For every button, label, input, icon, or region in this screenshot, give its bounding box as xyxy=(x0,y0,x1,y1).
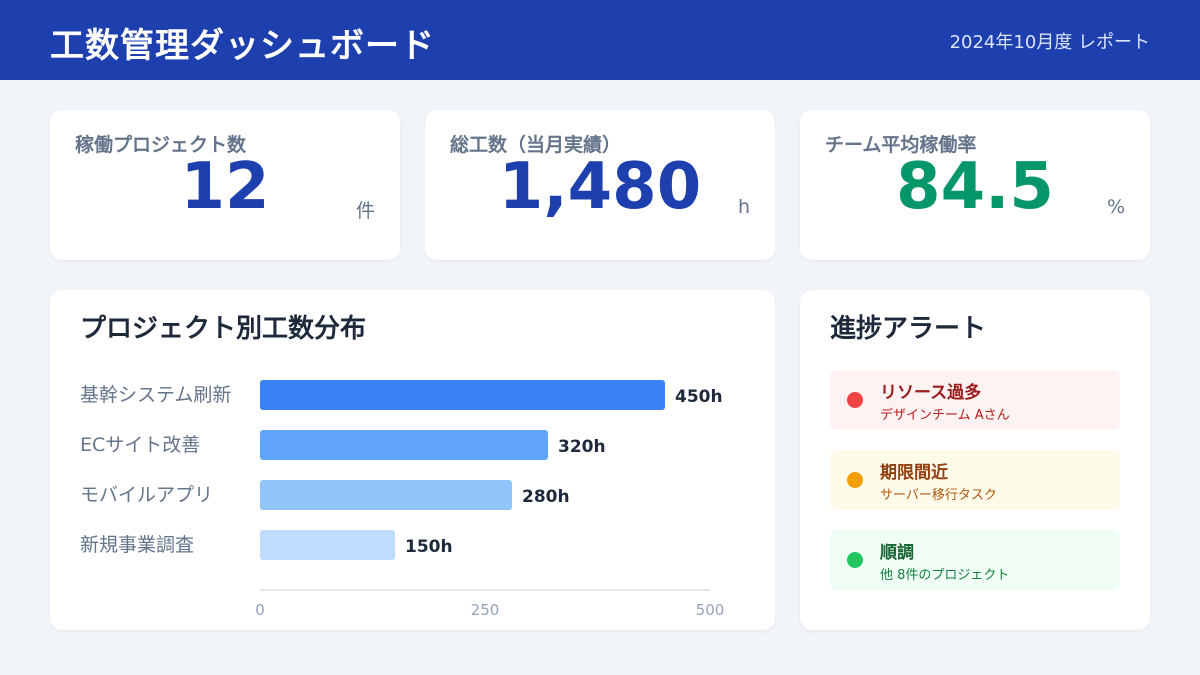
bar-2 xyxy=(260,480,512,510)
alert-title: 順調 xyxy=(880,543,914,563)
kpi-value: 84.5 xyxy=(896,150,1054,224)
x-tick-label: 500 xyxy=(696,601,725,619)
alert-detail: サーバー移行タスク xyxy=(880,488,997,503)
data-label: 320h xyxy=(558,437,606,457)
kpi-unit: % xyxy=(1106,196,1125,218)
x-tick-label: 0 xyxy=(255,601,265,619)
category-label: ECサイト改善 xyxy=(80,434,200,456)
kpi-label: 稼働プロジェクト数 xyxy=(75,134,247,156)
project-hours-chart-card: プロジェクト別工数分布 基幹システム刷新 450h ECサイト改善 320h モバイルア… xyxy=(50,290,775,630)
app-header: 工数管理ダッシュボード 2024年10月度 レポート xyxy=(0,0,1200,80)
data-label: 280h xyxy=(522,487,570,507)
page-title: 工数管理ダッシュボード xyxy=(50,26,435,66)
kpi-unit: 件 xyxy=(355,200,375,222)
status-dot-green-icon xyxy=(847,552,863,568)
kpi-unit: h xyxy=(737,196,750,218)
status-dot-amber-icon xyxy=(847,472,863,488)
bar-3 xyxy=(260,530,395,560)
status-dot-red-icon xyxy=(847,392,863,408)
alerts-title: 進捗アラート xyxy=(830,314,987,344)
chart-title: プロジェクト別工数分布 xyxy=(80,314,367,344)
alert-detail: 他 8件のプロジェクト xyxy=(880,568,1010,583)
alert-on-track[interactable]: 順調 他 8件のプロジェクト xyxy=(830,530,1120,590)
alert-deadline-near[interactable]: 期限間近 サーバー移行タスク xyxy=(830,450,1120,510)
category-label: モバイルアプリ xyxy=(80,484,213,506)
alert-detail: デザインチーム Aさん xyxy=(880,408,1010,423)
kpi-card-active-projects: 稼働プロジェクト数 12 件 xyxy=(50,110,400,260)
report-period: 2024年10月度 レポート xyxy=(949,32,1150,53)
kpi-label: チーム平均稼働率 xyxy=(825,134,977,156)
x-tick-label: 250 xyxy=(471,601,500,619)
project-hours-bar-chart: 基幹システム刷新 450h ECサイト改善 320h モバイルアプリ 280h 新規事業調査… xyxy=(80,380,725,619)
kpi-value: 1,480 xyxy=(498,150,702,224)
kpi-card-utilization: チーム平均稼働率 84.5 % xyxy=(800,110,1150,260)
data-label: 150h xyxy=(405,537,453,557)
kpi-value: 12 xyxy=(180,150,270,224)
alert-resource-overload[interactable]: リソース過多 デザインチーム Aさん xyxy=(830,370,1120,430)
data-label: 450h xyxy=(675,387,723,407)
kpi-label: 総工数（当月実績） xyxy=(450,134,622,156)
bar-1 xyxy=(260,430,548,460)
category-label: 新規事業調査 xyxy=(80,534,194,556)
category-label: 基幹システム刷新 xyxy=(80,384,231,406)
alert-title: リソース過多 xyxy=(880,383,982,403)
kpi-card-total-hours: 総工数（当月実績） 1,480 h xyxy=(425,110,775,260)
progress-alerts-card: 進捗アラート リソース過多 デザインチーム Aさん 期限間近 サーバー移行タスク… xyxy=(800,290,1150,630)
alert-title: 期限間近 xyxy=(880,463,948,483)
bar-0 xyxy=(260,380,665,410)
